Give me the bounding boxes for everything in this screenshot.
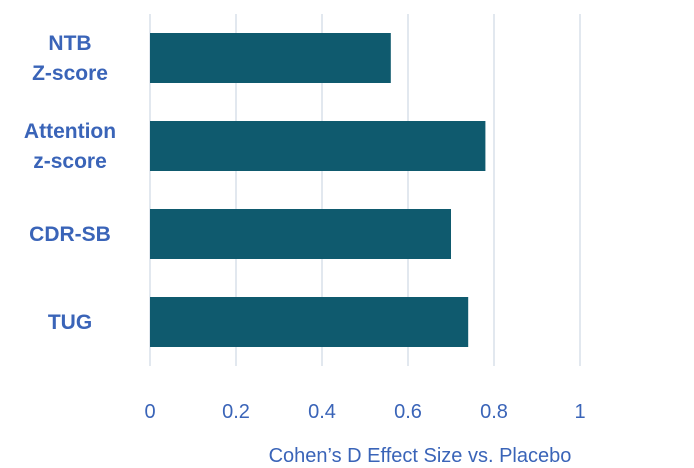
bars (150, 33, 486, 347)
bar (150, 121, 486, 171)
category-label: Attention z-score (24, 120, 116, 173)
x-tick-label: 0.4 (308, 401, 336, 423)
x-tick-label: 0.2 (222, 401, 250, 423)
category-label: TUG (48, 311, 92, 334)
x-tick-label: 1 (574, 401, 585, 423)
category-label: CDR-SB (29, 223, 111, 246)
bar (150, 297, 469, 347)
category-labels: NTB Z-score Attention z-score CDR-SB TUG (24, 32, 116, 334)
category-label: NTB Z-score (32, 32, 108, 85)
x-tick-labels: 0 0.2 0.4 0.6 0.8 1 (144, 401, 585, 423)
x-tick-label: 0.8 (480, 401, 508, 423)
bar (150, 33, 391, 83)
x-tick-label: 0.6 (394, 401, 422, 423)
bar (150, 209, 451, 259)
x-axis-title: Cohen’s D Effect Size vs. Placebo (269, 445, 572, 467)
x-tick-label: 0 (144, 401, 155, 423)
